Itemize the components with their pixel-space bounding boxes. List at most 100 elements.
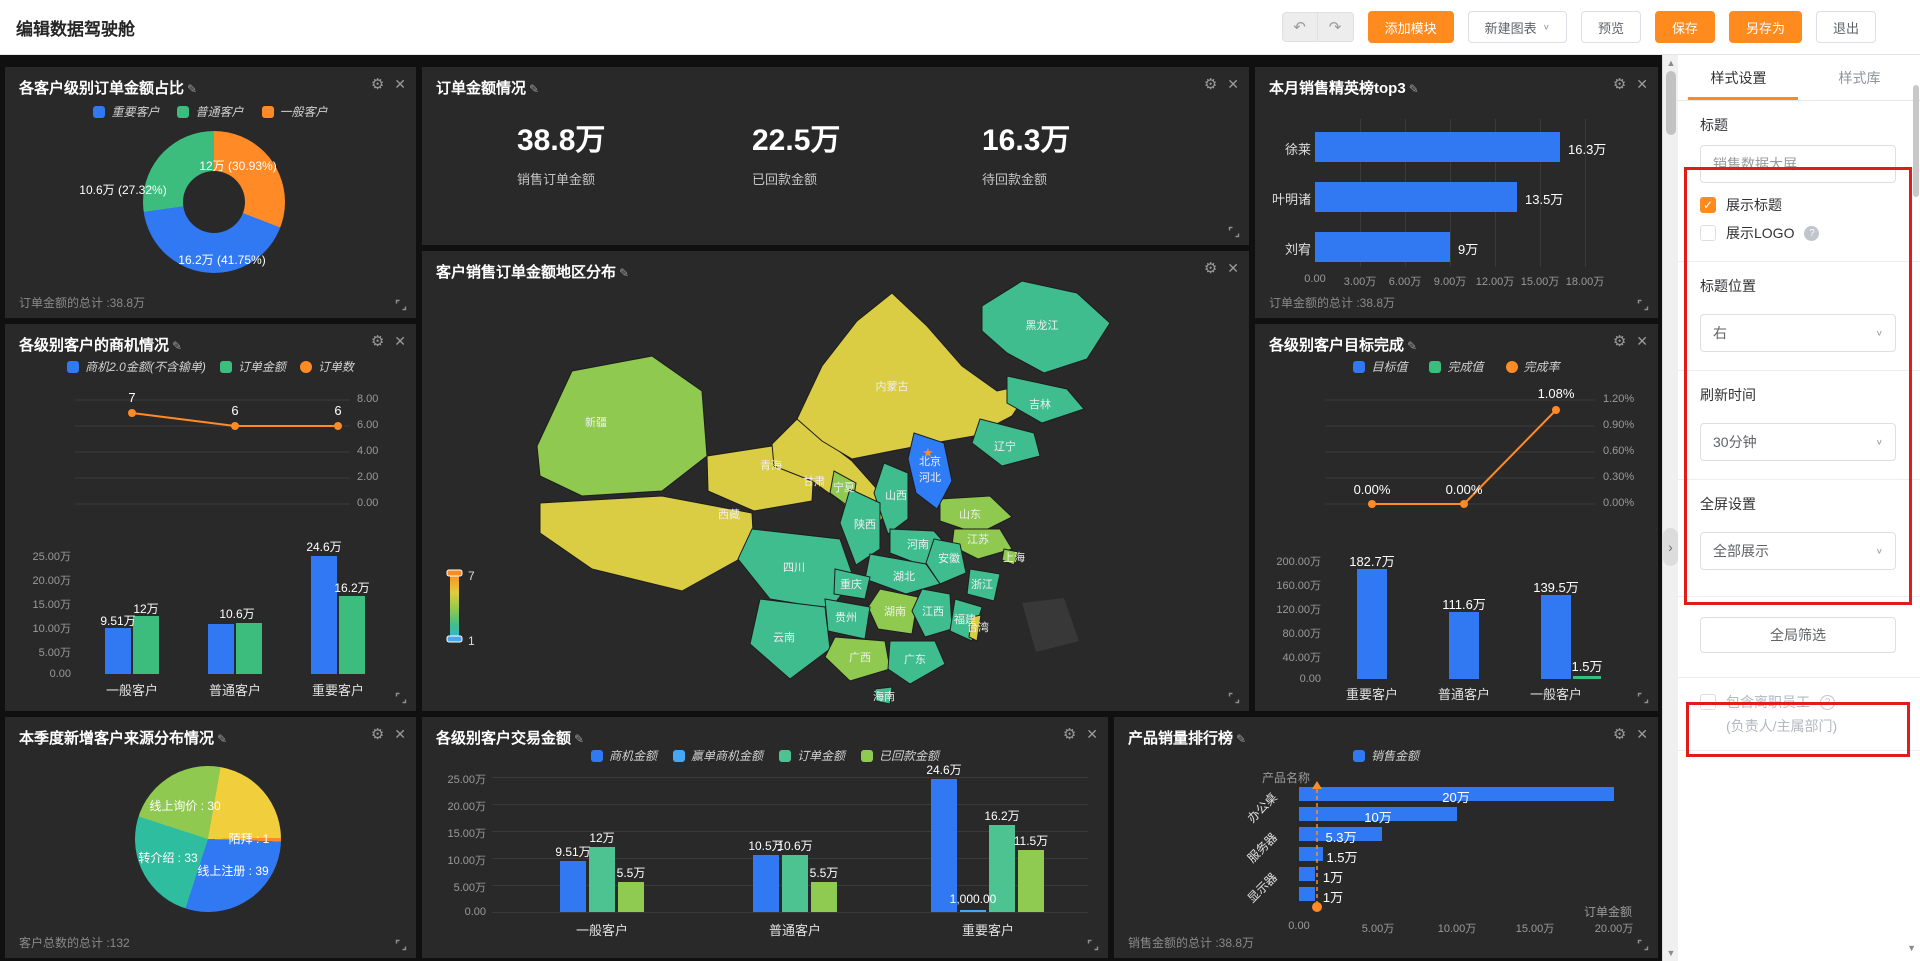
province-label[interactable]: 湖北 (893, 570, 915, 583)
edit-icon[interactable]: ✎ (1409, 82, 1419, 96)
legend-item[interactable]: 一般客户 (262, 103, 328, 120)
edit-icon[interactable]: ✎ (1236, 732, 1246, 746)
new-chart-button[interactable]: 新建图表∨ (1468, 11, 1567, 43)
card-sales-top3[interactable]: 本月销售精英榜top3✎ ⚙✕ 徐莱 叶明诸 刘宥 16.3万 13.5万 9万… (1255, 67, 1658, 318)
province-label[interactable]: 江苏 (967, 533, 989, 546)
close-icon[interactable]: ✕ (394, 76, 406, 93)
expand-icon[interactable] (395, 692, 407, 704)
gear-icon[interactable]: ⚙ (1613, 725, 1626, 743)
close-icon[interactable]: ✕ (1636, 76, 1648, 93)
expand-icon[interactable] (1228, 226, 1240, 238)
card-target-completion[interactable]: 各级别客户目标完成✎ ⚙✕ 目标值 完成值 完成率 0.00% 0.00% 1.… (1255, 324, 1658, 711)
close-icon[interactable]: ✕ (394, 333, 406, 350)
card-region-map[interactable]: 客户销售订单金额地区分布✎ ⚙✕ (422, 251, 1249, 711)
legend-item[interactable]: 完成值 (1429, 358, 1483, 375)
legend-item[interactable]: 订单数 (300, 358, 354, 375)
legend-item[interactable]: 商机2.0金额(不含输单) (67, 358, 206, 375)
show-title-checkbox[interactable]: ✓ (1700, 197, 1716, 213)
legend-item[interactable]: 销售金额 (1353, 747, 1419, 764)
card-transaction-amounts[interactable]: 各级别客户交易金额✎ ⚙✕ 商机金额 赢单商机金额 订单金额 已回款金额 25.… (422, 717, 1108, 958)
save-as-button[interactable]: 另存为 (1729, 11, 1802, 43)
legend-item[interactable]: 赢单商机金额 (673, 747, 763, 764)
show-logo-checkbox[interactable] (1700, 225, 1716, 241)
preview-button[interactable]: 预览 (1581, 11, 1641, 43)
province-label[interactable]: 贵州 (835, 611, 857, 624)
province-label[interactable]: 广东 (904, 653, 926, 666)
province-label[interactable]: 山西 (885, 489, 907, 502)
legend-item[interactable]: 目标值 (1353, 358, 1407, 375)
province-label[interactable]: 上海 (1003, 550, 1025, 564)
gear-icon[interactable]: ⚙ (371, 332, 384, 350)
province-label[interactable]: 河北 (919, 471, 941, 484)
dashboard-scrollbar[interactable]: ▲ ▼ › (1662, 55, 1678, 961)
province-label[interactable]: 重庆 (840, 577, 862, 591)
global-filter-button[interactable]: 全局筛选 (1700, 617, 1896, 653)
province-label[interactable]: 河南 (907, 538, 929, 551)
province-label[interactable]: 四川 (783, 562, 805, 574)
edit-icon[interactable]: ✎ (217, 732, 227, 746)
province-label[interactable]: 辽宁 (994, 439, 1016, 453)
province-label[interactable]: 安徽 (938, 551, 960, 565)
province-label[interactable]: 海南 (873, 689, 895, 703)
close-icon[interactable]: ✕ (1227, 76, 1239, 93)
close-icon[interactable]: ✕ (1086, 726, 1098, 743)
province-label[interactable]: 青海 (760, 458, 782, 472)
province-label[interactable]: 江西 (922, 605, 944, 618)
gear-icon[interactable]: ⚙ (1613, 75, 1626, 93)
legend-item[interactable]: 订单金额 (220, 358, 286, 375)
legend-item[interactable]: 普通客户 (177, 103, 243, 120)
scroll-down-icon[interactable]: ▼ (1663, 948, 1679, 958)
gear-icon[interactable]: ⚙ (371, 725, 384, 743)
edit-icon[interactable]: ✎ (1407, 339, 1417, 353)
edit-icon[interactable]: ✎ (574, 732, 584, 746)
edit-icon[interactable]: ✎ (187, 82, 197, 96)
province-label[interactable]: 陕西 (854, 517, 876, 531)
expand-icon[interactable] (1228, 692, 1240, 704)
legend-item[interactable]: 订单金额 (779, 747, 845, 764)
save-button[interactable]: 保存 (1655, 11, 1715, 43)
province-label[interactable]: 吉林 (1029, 397, 1051, 411)
title-position-select[interactable]: 右∨ (1700, 314, 1896, 352)
province-label[interactable]: 西藏 (718, 508, 740, 521)
province-label[interactable]: 湖南 (884, 605, 906, 618)
card-opportunity-combo[interactable]: 各级别客户的商机情况✎ ⚙✕ 商机2.0金额(不含输单) 订单金额 订单数 7 … (5, 324, 416, 711)
legend-item[interactable]: 重要客户 (93, 103, 159, 120)
edit-icon[interactable]: ✎ (172, 339, 182, 353)
include-resigned-checkbox[interactable] (1700, 694, 1716, 710)
refresh-time-select[interactable]: 30分钟∨ (1700, 423, 1896, 461)
help-icon[interactable]: ? (1804, 226, 1819, 241)
dashboard-title-input[interactable]: 销售数据大屏 (1700, 145, 1896, 183)
scroll-up-icon[interactable]: ▲ (1663, 58, 1679, 68)
sidebar-scrollbar-thumb[interactable] (1913, 85, 1919, 197)
close-icon[interactable]: ✕ (1636, 333, 1648, 350)
help-icon[interactable]: ? (1820, 695, 1835, 710)
card-order-amount-share[interactable]: 各客户级别订单金额占比✎ ⚙✕ 重要客户 普通客户 一般客户 12万 (30.9… (5, 67, 416, 318)
expand-icon[interactable] (1637, 692, 1649, 704)
sidebar-collapse-handle[interactable]: › (1663, 528, 1678, 566)
edit-icon[interactable]: ✎ (529, 82, 539, 96)
gear-icon[interactable]: ⚙ (1613, 332, 1626, 350)
gear-icon[interactable]: ⚙ (1204, 75, 1217, 93)
redo-button[interactable]: ↷ (1318, 12, 1354, 42)
province-label[interactable]: 山东 (959, 508, 981, 521)
card-new-customer-sources[interactable]: 本季度新增客户来源分布情况✎ ⚙✕ 线上询价 : 30 陌拜 : 1 线上注册 … (5, 717, 416, 958)
province-label[interactable]: 黑龙江 (1026, 319, 1059, 332)
expand-icon[interactable] (1637, 939, 1649, 951)
province-label[interactable]: 浙江 (971, 578, 993, 591)
province-label[interactable]: 台湾 (967, 620, 989, 634)
province-label[interactable]: 内蒙古 (876, 379, 909, 393)
map-legend-min-handle[interactable] (447, 636, 462, 642)
exit-button[interactable]: 退出 (1816, 11, 1876, 43)
province-label[interactable]: 宁夏 (833, 480, 855, 494)
card-order-amount-kpi[interactable]: 订单金额情况✎ ⚙✕ 38.8万 销售订单金额 22.5万 已回款金额 16.3… (422, 67, 1249, 245)
close-icon[interactable]: ✕ (1636, 726, 1648, 743)
close-icon[interactable]: ✕ (394, 726, 406, 743)
map-legend-max-handle[interactable] (447, 570, 462, 576)
province-label[interactable]: 广西 (849, 651, 871, 664)
gear-icon[interactable]: ⚙ (371, 75, 384, 93)
legend-item[interactable]: 完成率 (1506, 358, 1560, 375)
add-module-button[interactable]: 添加模块 (1368, 11, 1454, 43)
card-product-sales-rank[interactable]: 产品销量排行榜✎ ⚙✕ 销售金额 产品名称 20万 10万 5.3万 1.5万 … (1114, 717, 1658, 958)
map-legend-gradient[interactable] (450, 573, 459, 639)
tab-style-library[interactable]: 样式库 (1799, 55, 1920, 100)
